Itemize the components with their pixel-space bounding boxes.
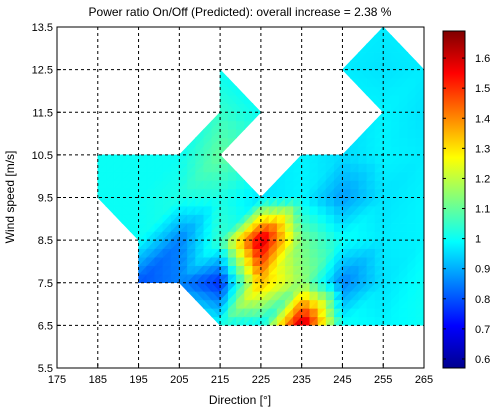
heatmap-cell-235-9.5 bbox=[325, 154, 335, 165]
y-tick-label: 6.5 bbox=[38, 320, 53, 332]
heatmap-cell-215-9.5 bbox=[236, 171, 246, 181]
colorbar-ticks: 0.6 0.7 0.8 0.9 1 1.1 1.2 1.3 1.4 1.5 1.6 bbox=[443, 53, 490, 366]
x-axis-label: Direction [°] bbox=[209, 393, 271, 407]
heatmap-cell-255-11.5 bbox=[415, 86, 424, 96]
heatmap-cell-255-8.5 bbox=[415, 205, 424, 215]
colorbar-tick-label: 1 bbox=[475, 234, 481, 246]
heatmap-cell-235-9.5 bbox=[333, 154, 344, 165]
colorbar-tick-label: 0.9 bbox=[475, 264, 490, 276]
x-tick-label: 205 bbox=[170, 374, 188, 386]
heatmap-cell-215-11.5 bbox=[236, 85, 246, 96]
x-axis: 175 185 195 205 215 225 235 245 255 265 bbox=[48, 364, 433, 386]
y-tick-label: 11.5 bbox=[32, 107, 53, 119]
heatmap-cell-235-9.5 bbox=[309, 154, 319, 165]
colorbar-tick-label: 1.3 bbox=[475, 143, 490, 155]
y-tick-label: 8.5 bbox=[38, 235, 53, 247]
heatmap-cell-255-6.5 bbox=[415, 307, 424, 318]
colorbar-tick-label: 1.5 bbox=[475, 83, 490, 95]
heatmap-cell-185-9.5 bbox=[121, 154, 132, 165]
colorbar-tick-label: 1.4 bbox=[475, 113, 490, 125]
heatmap-cell-255-8.5 bbox=[415, 222, 424, 232]
x-tick-label: 225 bbox=[252, 374, 270, 386]
heatmap-cell-255-7.5 bbox=[415, 265, 424, 275]
y-axis-label: Wind speed [m/s] bbox=[3, 151, 17, 244]
heatmap-cell-185-9.5 bbox=[130, 154, 140, 165]
y-tick-label: 10.5 bbox=[32, 150, 53, 162]
heatmap-cell-255-6.5 bbox=[415, 299, 424, 309]
heatmap-cell-255-11.5 bbox=[415, 94, 424, 105]
x-tick-label: 265 bbox=[415, 374, 433, 386]
heatmap-cell-215-11.5 bbox=[244, 94, 254, 105]
colorbar-tick-label: 0.7 bbox=[475, 324, 490, 336]
heatmap-cell-255-9.5 bbox=[415, 180, 424, 190]
heatmap-cell-255-12.5 bbox=[407, 51, 417, 62]
y-axis: 5.5 6.5 7.5 8.5 9.5 10.5 11.5 12.5 13.5 bbox=[32, 22, 61, 375]
heatmap-cell-215-11.5 bbox=[227, 77, 238, 87]
x-tick-label: 175 bbox=[48, 374, 66, 386]
chart-title: Power ratio On/Off (Predicted): overall … bbox=[89, 5, 392, 19]
heatmap-cell-255-10.5 bbox=[415, 120, 424, 130]
x-tick-label: 185 bbox=[89, 374, 107, 386]
heatmap-cell-255-12.5 bbox=[382, 27, 393, 36]
x-tick-label: 245 bbox=[333, 374, 351, 386]
y-tick-label: 12.5 bbox=[32, 65, 53, 77]
heatmap-cell-255-10.5 bbox=[415, 128, 424, 139]
heatmap-cell-255-12.5 bbox=[391, 34, 401, 45]
x-tick-label: 235 bbox=[292, 374, 310, 386]
heatmap-cell-185-9.5 bbox=[105, 154, 115, 165]
heatmap-cell-255-9.5 bbox=[415, 171, 424, 181]
grid-lines bbox=[57, 27, 424, 368]
x-tick-label: 215 bbox=[211, 374, 229, 386]
colorbar-tick-label: 1.1 bbox=[475, 204, 490, 216]
y-tick-label: 7.5 bbox=[38, 278, 53, 290]
colorbar-tick-label: 1.2 bbox=[475, 173, 490, 185]
heatmap-cell-255-7.5 bbox=[415, 256, 424, 267]
heatmap-cell-215-9.5 bbox=[244, 179, 254, 190]
colorbar-tick-label: 0.8 bbox=[475, 294, 490, 306]
colorbar-tick-label: 1.6 bbox=[475, 53, 490, 65]
heatmap-cell-195-9.5 bbox=[146, 154, 156, 165]
heatmap-layer bbox=[97, 27, 424, 327]
x-tick-label: 255 bbox=[374, 374, 392, 386]
heatmap-cell-255-11.5 bbox=[415, 77, 424, 87]
y-tick-label: 9.5 bbox=[38, 193, 53, 205]
y-tick-label: 5.5 bbox=[38, 363, 53, 375]
heatmap-cell-195-9.5 bbox=[154, 154, 164, 165]
heatmap-cell-195-9.5 bbox=[170, 154, 181, 165]
x-tick-label: 195 bbox=[129, 374, 147, 386]
heatmap-cell-215-11.5 bbox=[219, 68, 229, 79]
colorbar bbox=[442, 30, 466, 369]
heatmap-cell-255-12.5 bbox=[399, 43, 409, 53]
heatmap-cell-255-8.5 bbox=[415, 214, 424, 224]
heatmap-cell-255-9.5 bbox=[415, 162, 424, 173]
heatmap-cell-255-6.5 bbox=[415, 290, 424, 301]
heatmap-cell-215-9.5 bbox=[227, 162, 238, 173]
heatmap-cell-255-7.5 bbox=[415, 248, 424, 258]
heatmap-cell-255-10.5 bbox=[415, 137, 424, 147]
y-tick-label: 13.5 bbox=[32, 22, 53, 34]
colorbar-tick-label: 0.6 bbox=[475, 354, 490, 366]
